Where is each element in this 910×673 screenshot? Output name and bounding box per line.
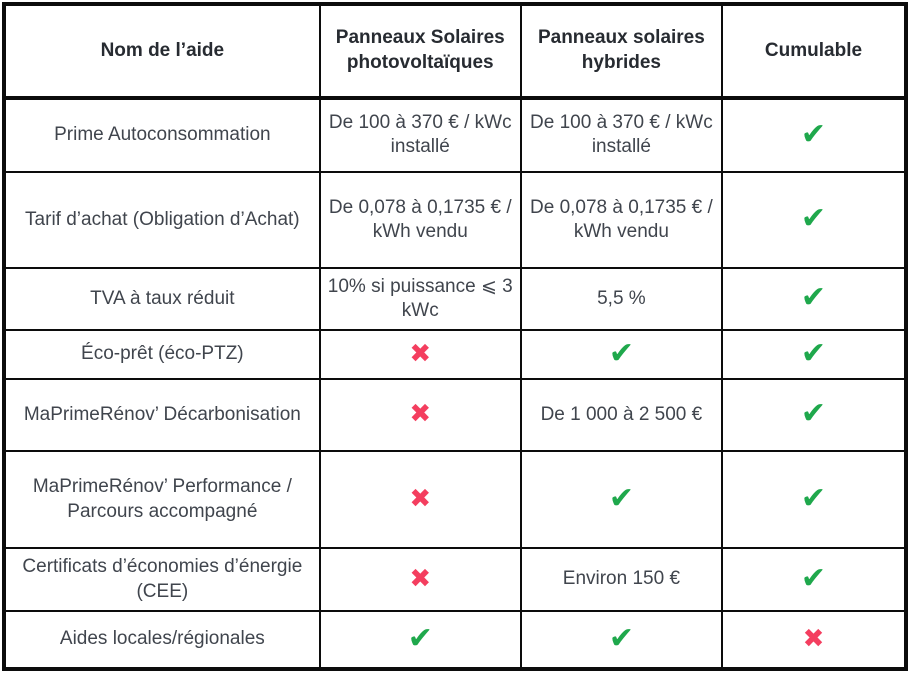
cumulable-value-cell: ✔	[720, 378, 908, 453]
photovoltaic-value-cell: ✔	[318, 610, 522, 670]
photovoltaic-value-cell: ✖	[318, 450, 522, 549]
cumulable-value-cell: ✔	[720, 450, 908, 549]
hybrid-value-cell: ✔	[519, 610, 723, 670]
table-row: Éco-prêt (éco-PTZ) ✖ ✔ ✔	[3, 329, 908, 381]
cross-icon: ✖	[409, 562, 432, 593]
col-header-photovoltaic-panels: Panneaux Solaires photovoltaïques	[318, 3, 522, 100]
cumulable-value-cell: ✔	[720, 546, 908, 613]
cumulable-value-cell: ✖	[720, 610, 908, 670]
check-icon: ✔	[800, 117, 827, 151]
check-icon: ✔	[608, 621, 634, 655]
photovoltaic-value-cell: ✖	[318, 329, 522, 381]
col-header-aid-name: Nom de l’aide	[3, 3, 321, 100]
header-row: Nom de l’aide Panneaux Solaires photovol…	[3, 3, 908, 100]
aid-name-cell: MaPrimeRénov’ Décarbonisation	[3, 378, 321, 453]
aid-name-cell: MaPrimeRénov’ Performance / Parcours acc…	[3, 450, 321, 549]
table-row: Tarif d’achat (Obligation d’Achat) De 0,0…	[3, 170, 908, 270]
aid-name-cell: Aides locales/régionales	[3, 610, 321, 670]
check-icon: ✔	[800, 336, 827, 370]
aid-name-cell: Prime Autoconsommation	[3, 97, 321, 173]
aid-name-cell: TVA à taux réduit	[3, 267, 321, 332]
cumulable-value-cell: ✔	[720, 97, 908, 173]
photovoltaic-value-cell: ✖	[318, 546, 522, 613]
col-header-hybrid-panels: Panneaux solaires hybrides	[519, 3, 723, 100]
photovoltaic-value-cell: De 100 à 370 € / kWc installé	[318, 97, 522, 173]
hybrid-value-cell: De 100 à 370 € / kWc installé	[519, 97, 723, 173]
hybrid-value-cell: ✔	[519, 329, 723, 381]
col-header-cumulable: Cumulable	[720, 3, 908, 100]
table-row: Aides locales/régionales ✔ ✔ ✖	[3, 610, 908, 670]
hybrid-value-cell: 5,5 %	[519, 267, 723, 332]
photovoltaic-value-cell: De 0,078 à 0,1735 € / kWh vendu	[318, 170, 522, 270]
cumulable-value-cell: ✔	[720, 170, 908, 270]
photovoltaic-value-cell: ✖	[318, 378, 522, 453]
cross-icon: ✖	[409, 398, 432, 429]
table-row: MaPrimeRénov’ Décarbonisation ✖ De 1 000 à…	[3, 378, 908, 453]
table-row: MaPrimeRénov’ Performance / Parcours acc…	[3, 450, 908, 549]
aid-name-cell: Tarif d’achat (Obligation d’Achat)	[3, 170, 321, 270]
check-icon: ✔	[407, 621, 433, 655]
hybrid-value-cell: De 0,078 à 0,1735 € / kWh vendu	[519, 170, 723, 270]
check-icon: ✔	[800, 281, 827, 315]
hybrid-value-cell: De 1 000 à 2 500 €	[519, 378, 723, 453]
photovoltaic-value-cell: 10% si puissance ⩽ 3 kWc	[318, 267, 522, 332]
cross-icon: ✖	[802, 622, 825, 653]
table-row: Prime Autoconsommation De 100 à 370 € / k…	[3, 97, 908, 173]
check-icon: ✔	[800, 481, 827, 515]
aid-name-cell: Certificats d’économies d’énergie (CEE)	[3, 546, 321, 613]
table-row: Certificats d’économies d’énergie (CEE) ✖…	[3, 546, 908, 613]
check-icon: ✔	[608, 481, 634, 515]
cross-icon: ✖	[409, 482, 432, 513]
hybrid-value-cell: Environ 150 €	[519, 546, 723, 613]
check-icon: ✔	[800, 561, 827, 595]
cumulable-value-cell: ✔	[720, 267, 908, 332]
check-icon: ✔	[800, 397, 827, 431]
aid-name-cell: Éco-prêt (éco-PTZ)	[3, 329, 321, 381]
check-icon: ✔	[800, 202, 827, 236]
table-row: TVA à taux réduit 10% si puissance ⩽ 3 kW…	[3, 267, 908, 332]
cumulable-value-cell: ✔	[720, 329, 908, 381]
hybrid-value-cell: ✔	[519, 450, 723, 549]
cross-icon: ✖	[409, 337, 432, 368]
check-icon: ✔	[608, 336, 634, 370]
